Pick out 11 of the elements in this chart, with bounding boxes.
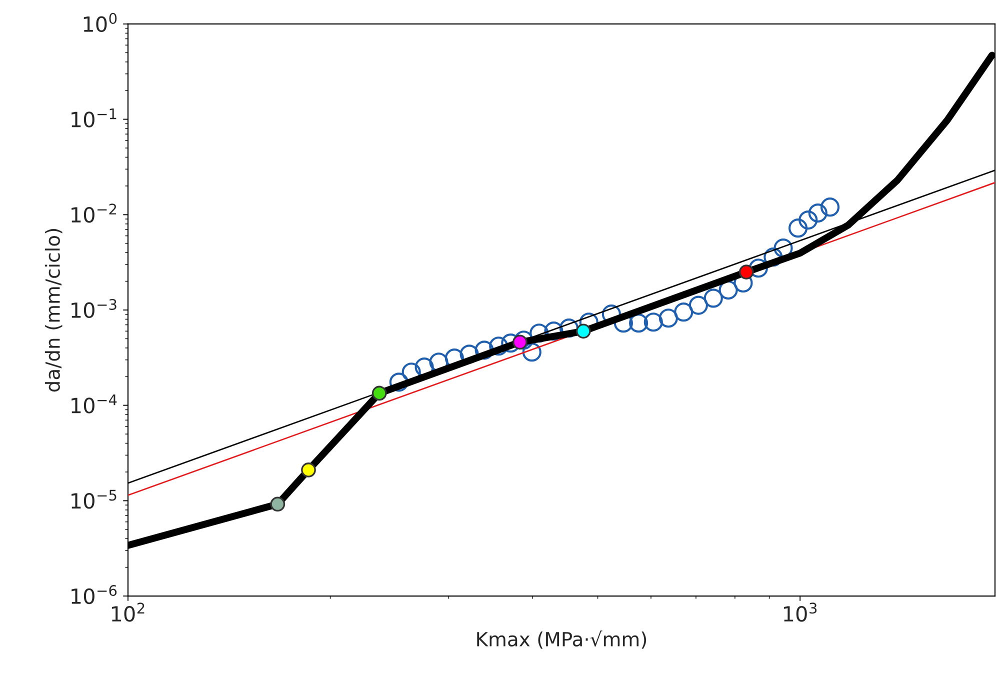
x-tick-label: 10$^{2}$ [112, 602, 144, 622]
y-tick-label: 10$^{−4}$ [72, 394, 117, 414]
y-tick-label: 10$^{−6}$ [72, 584, 117, 604]
y-tick-label: 10$^{−1}$ [72, 108, 116, 128]
y-tick-label: 10$^{−2}$ [72, 204, 116, 223]
x-tick-label: 10$^{3}$ [784, 602, 817, 622]
y-axis-title: da/dn (mm/ciclo) [44, 228, 62, 392]
y-tick-label: 10$^{−3}$ [72, 298, 116, 318]
y-tick-label: 10$^{0}$ [84, 12, 117, 32]
x-axis-title: Kmax (MPa·√mm) [477, 630, 646, 649]
y-tick-label: 10$^{−5}$ [72, 490, 116, 509]
